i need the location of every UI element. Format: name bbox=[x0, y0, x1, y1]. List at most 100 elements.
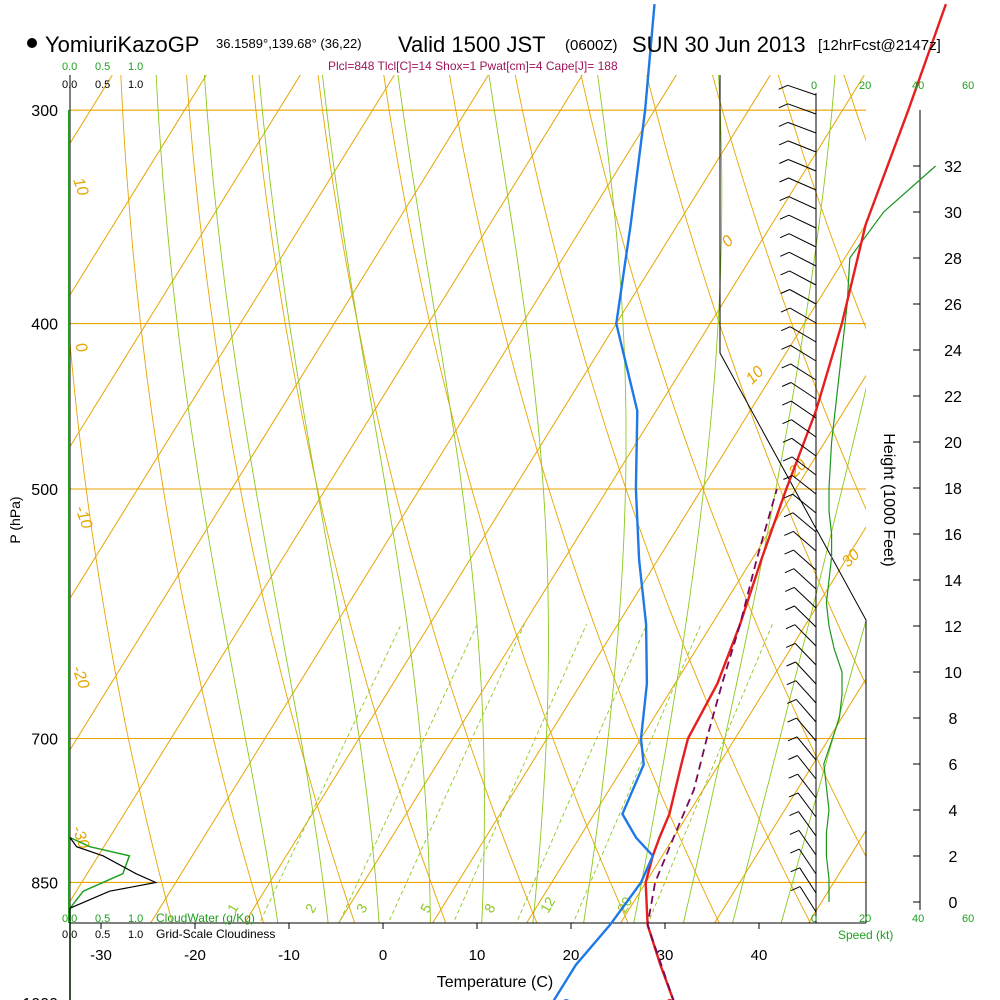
wind-barb bbox=[787, 121, 817, 134]
dewpoint-line bbox=[552, 3, 656, 1000]
wind-barb-flag bbox=[788, 755, 798, 760]
wind-barb bbox=[796, 736, 817, 761]
isotherm-value-label: 10 bbox=[69, 176, 91, 199]
temperature-tick-label: 20 bbox=[563, 947, 580, 964]
wind-barb-flag bbox=[786, 680, 797, 686]
wind-barb-flag bbox=[783, 493, 793, 499]
wind-barb bbox=[790, 400, 817, 419]
wind-barb bbox=[793, 568, 817, 590]
parcel-line bbox=[646, 488, 778, 1000]
moist-adiabat-line bbox=[155, 75, 279, 923]
wind-barb bbox=[788, 177, 817, 191]
dry-adiabat-line bbox=[449, 75, 720, 923]
wind-barb-flag bbox=[781, 363, 791, 369]
height-tick-label: 32 bbox=[944, 159, 962, 176]
cloud-scale-black-top-0: 0.0 bbox=[62, 79, 77, 91]
isotherm-line bbox=[526, 374, 866, 923]
dry-adiabat-line bbox=[580, 75, 866, 858]
wind-barb-flag bbox=[784, 568, 795, 574]
isotherm-line bbox=[808, 829, 866, 923]
wind-barb bbox=[789, 251, 817, 267]
stability-indices: Plcl=848 Tlcl[C]=14 Shox=1 Pwat[cm]=4 Ca… bbox=[328, 59, 618, 73]
isotherm-value-label: 0 bbox=[71, 341, 90, 355]
wind-barb bbox=[791, 456, 817, 476]
x-axis-title: Temperature (C) bbox=[437, 974, 553, 991]
height-tick-label: 16 bbox=[944, 527, 962, 544]
isotherm-line bbox=[714, 677, 866, 923]
isotherm-line bbox=[70, 75, 395, 600]
cloud-scale-black-top-1: 0.5 bbox=[95, 79, 110, 91]
temperature-tick-label: 10 bbox=[469, 947, 486, 964]
height-tick-label: 0 bbox=[949, 895, 958, 912]
station-name: YomiuriKazoGP bbox=[45, 32, 199, 57]
speed-scale-top-60: 60 bbox=[962, 80, 974, 92]
wind-barb bbox=[798, 848, 817, 875]
mixing-ratio-label: 3 bbox=[353, 901, 371, 916]
wind-barb-flag bbox=[782, 437, 793, 443]
wind-barb bbox=[794, 643, 817, 666]
speed-axis-label: Speed (kt) bbox=[838, 928, 893, 942]
wind-barb bbox=[789, 307, 817, 324]
cloud-scale-green-bottom-2: 1.0 bbox=[128, 913, 143, 925]
dry-adiabat-line bbox=[712, 75, 866, 511]
wind-barb-flag bbox=[789, 829, 800, 835]
wind-barb-flag bbox=[786, 661, 796, 667]
height-tick-label: 18 bbox=[944, 481, 962, 498]
pressure-tick-label: 1000 bbox=[22, 996, 58, 1000]
isotherm-line bbox=[620, 526, 866, 923]
wind-barb-flag bbox=[778, 84, 788, 90]
y-axis-title: P (hPa) bbox=[7, 496, 23, 543]
cloud-scale-black-bottom-0: 0.0 bbox=[62, 929, 77, 941]
wind-barb bbox=[792, 493, 817, 514]
wind-barb bbox=[790, 344, 817, 362]
dry-adiabat-line bbox=[843, 75, 866, 142]
moist-adiabat-line bbox=[633, 75, 723, 923]
wind-barb bbox=[787, 103, 817, 115]
wind-barb-flag bbox=[778, 121, 789, 127]
wind-barb bbox=[792, 512, 817, 533]
wind-barb bbox=[798, 811, 817, 837]
height-tick-label: 14 bbox=[944, 573, 962, 590]
cloud-scale-black-bottom-2: 1.0 bbox=[128, 929, 143, 941]
valid-date: SUN 30 Jun 2013 bbox=[632, 32, 806, 57]
wind-barb bbox=[799, 886, 817, 913]
valid-time: Valid 1500 JST bbox=[398, 32, 546, 57]
mixing-ratio-label: 12 bbox=[537, 894, 559, 916]
mixing-ratio-line bbox=[387, 624, 525, 923]
isotherm-line bbox=[244, 75, 771, 923]
isotherm-value-label: -10 bbox=[71, 504, 95, 532]
wind-barb-flag bbox=[785, 624, 796, 630]
cloudiness-line bbox=[69, 837, 158, 1000]
mixing-ratio-line bbox=[452, 624, 588, 923]
dry-adiabat-line bbox=[251, 75, 447, 923]
mixing-ratio-line bbox=[338, 624, 478, 923]
wind-barb-flag bbox=[788, 792, 799, 798]
wind-barb bbox=[795, 699, 817, 723]
pressure-tick-label: 400 bbox=[31, 317, 58, 334]
temperature-tick-label: -30 bbox=[90, 947, 112, 964]
wind-barb bbox=[787, 140, 817, 153]
wind-barb bbox=[798, 830, 817, 856]
moist-adiabat-line bbox=[780, 618, 866, 923]
wind-barb-flag bbox=[784, 586, 795, 592]
wind-barb bbox=[788, 214, 817, 229]
wind-barb-flag bbox=[782, 419, 792, 425]
wind-barb-flag bbox=[783, 512, 794, 518]
cloud-scale-black-top-2: 1.0 bbox=[128, 79, 143, 91]
speed-scale-bottom-20: 20 bbox=[859, 913, 871, 925]
wind-barb-flag bbox=[785, 642, 796, 648]
wind-barb bbox=[790, 363, 817, 381]
wind-barb-flag bbox=[778, 103, 789, 109]
wind-barb bbox=[793, 587, 817, 609]
wind-barb-flag bbox=[780, 289, 790, 294]
dry-adiabat-line bbox=[930, 0, 1000, 1000]
cloud-scale-green-top-1: 0.5 bbox=[95, 61, 110, 73]
height-tick-label: 20 bbox=[944, 435, 962, 452]
wind-barb bbox=[799, 867, 817, 894]
dry-adiabat-line bbox=[70, 338, 173, 923]
mixing-ratio-label: 2 bbox=[302, 901, 320, 916]
isotherm-line bbox=[70, 75, 301, 448]
temperature-tick-label: 40 bbox=[751, 947, 768, 964]
moist-adiabat-line bbox=[682, 75, 836, 923]
cloud-water-label: CloudWater (g/Kg) bbox=[156, 911, 255, 925]
